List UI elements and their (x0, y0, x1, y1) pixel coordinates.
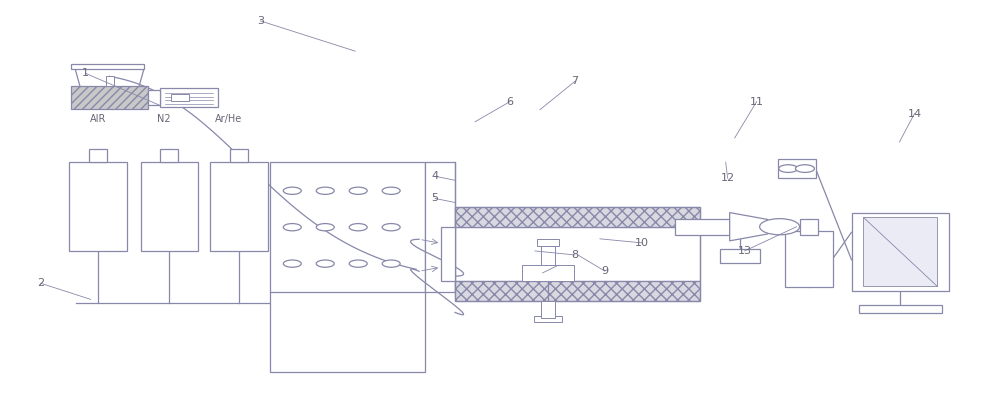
Bar (160, 149, 178, 162)
Circle shape (283, 260, 301, 267)
Bar (141, 162, 198, 251)
Bar (210, 162, 268, 251)
Bar (89, 149, 107, 162)
Circle shape (760, 219, 800, 235)
Bar (852, 213, 949, 291)
Text: 6: 6 (506, 97, 513, 107)
Text: 10: 10 (635, 238, 649, 248)
Bar (720, 249, 760, 263)
Bar (69, 162, 127, 251)
Circle shape (283, 187, 301, 194)
Bar (71, 64, 144, 69)
Text: 13: 13 (738, 246, 752, 256)
Bar (171, 94, 189, 101)
Bar (537, 239, 559, 246)
Bar (800, 219, 818, 235)
Circle shape (382, 260, 400, 267)
Circle shape (349, 187, 367, 194)
Circle shape (779, 165, 798, 173)
Bar (778, 159, 816, 178)
Bar (675, 219, 730, 235)
Circle shape (349, 260, 367, 267)
Circle shape (283, 224, 301, 231)
Bar (522, 265, 574, 281)
Text: 7: 7 (571, 77, 578, 86)
Bar (441, 227, 455, 281)
Bar (541, 246, 555, 265)
Bar (148, 90, 160, 105)
Text: 2: 2 (37, 278, 44, 288)
Text: 9: 9 (601, 266, 608, 276)
Bar (160, 88, 218, 107)
Bar (859, 305, 942, 313)
Circle shape (316, 260, 334, 267)
Text: Ar/He: Ar/He (215, 114, 242, 124)
Circle shape (349, 224, 367, 231)
Bar (455, 207, 700, 227)
Text: 4: 4 (432, 171, 439, 181)
Bar (455, 281, 700, 301)
Bar (455, 227, 700, 281)
Text: 1: 1 (82, 68, 89, 78)
Text: AIR: AIR (90, 114, 107, 124)
Circle shape (316, 187, 334, 194)
Text: N2: N2 (157, 114, 170, 124)
Bar (785, 231, 833, 287)
Bar (541, 301, 555, 318)
Text: 12: 12 (721, 173, 735, 183)
Text: 14: 14 (907, 109, 921, 119)
Text: 8: 8 (571, 250, 578, 260)
Circle shape (382, 224, 400, 231)
Bar (71, 86, 148, 109)
Text: 5: 5 (432, 194, 439, 203)
Circle shape (316, 224, 334, 231)
Bar (270, 162, 425, 372)
Bar (863, 217, 937, 286)
Bar (106, 77, 114, 86)
Text: 11: 11 (750, 97, 764, 107)
Bar (425, 162, 455, 292)
Circle shape (382, 187, 400, 194)
Text: 3: 3 (257, 16, 264, 26)
Bar (534, 315, 562, 322)
Circle shape (795, 165, 814, 173)
Polygon shape (730, 213, 768, 241)
Bar (455, 207, 700, 301)
Bar (230, 149, 248, 162)
